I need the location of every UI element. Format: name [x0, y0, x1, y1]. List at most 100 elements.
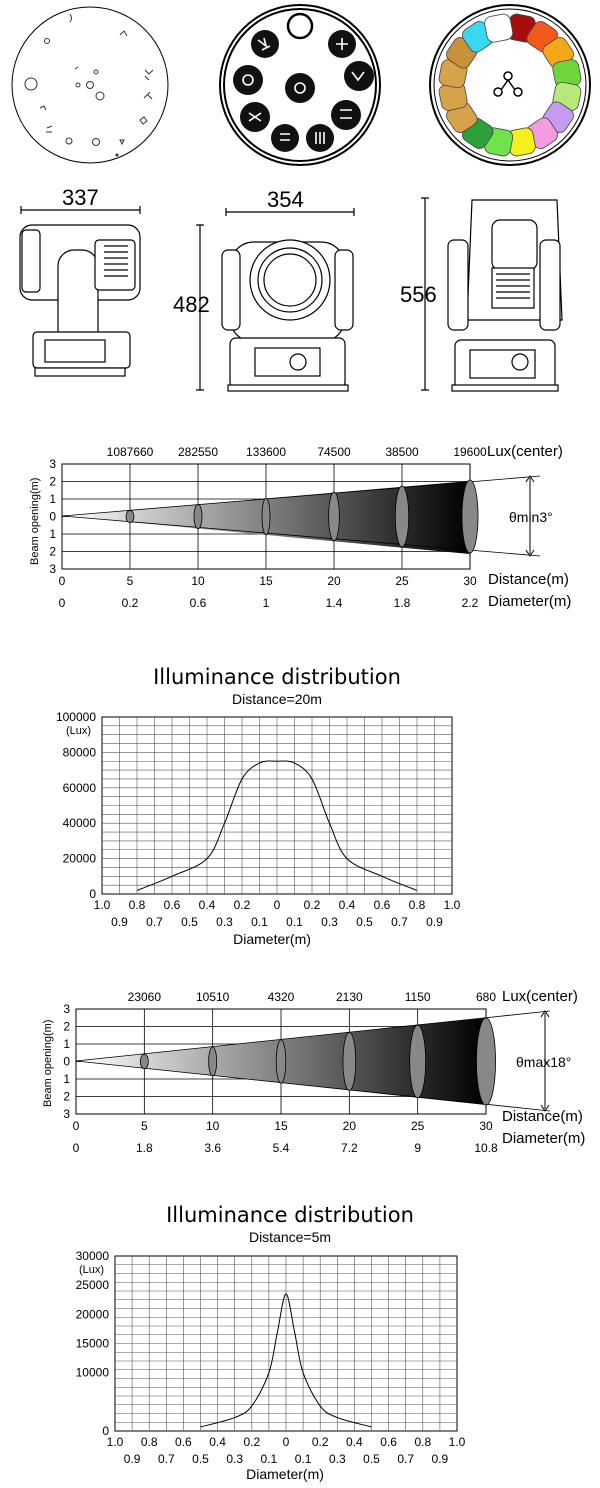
illuminance-curve — [136, 760, 418, 891]
xtick: 0.6 — [164, 898, 181, 912]
beam-ellipse — [394, 485, 410, 548]
diameter-tick: 1.4 — [326, 596, 343, 610]
distance-tick: 20 — [327, 574, 341, 588]
xtick: 0.1 — [286, 915, 303, 929]
xtick: 0.4 — [209, 1435, 226, 1449]
beam-ellipse — [139, 1053, 149, 1070]
illum-5-title: Illuminance distribution — [166, 1203, 414, 1227]
distance-tick: 30 — [463, 574, 477, 588]
xtick: 1.0 — [107, 1435, 124, 1449]
front-view — [196, 208, 355, 392]
xtick: 0.2 — [234, 898, 251, 912]
xtick: 0.5 — [181, 915, 198, 929]
lux-value: 133600 — [246, 445, 286, 459]
ytick: 1 — [49, 492, 56, 506]
distance-tick: 0 — [73, 1119, 80, 1133]
illuminance-20m-chart: Illuminance distribution Distance=20m 10… — [56, 665, 461, 947]
ytick: 0 — [89, 887, 96, 901]
xtick: 0.7 — [146, 915, 163, 929]
beam-min-diameter-label: Diameter(m) — [488, 593, 571, 610]
beam-min-lux-label: Lux(center) — [487, 443, 563, 460]
ytick: 0 — [102, 1424, 109, 1438]
xtick: 0.2 — [304, 898, 321, 912]
beam-ellipse — [342, 1032, 357, 1091]
beam-min-ylabel: Beam opening(m) — [29, 478, 41, 565]
xtick: 0.6 — [175, 1435, 192, 1449]
xtick: 0.8 — [414, 1435, 431, 1449]
beam-ellipse — [476, 1017, 496, 1106]
beam-max-lux-label: Lux(center) — [502, 988, 578, 1005]
color-wheel-slots — [438, 13, 582, 157]
diameter-tick: 9 — [414, 1141, 421, 1155]
diameter-tick: 0.2 — [122, 596, 139, 610]
illuminance-5m-chart: Illuminance distribution Distance=5m 300… — [76, 1203, 466, 1482]
lux-value: 10510 — [196, 990, 230, 1004]
gobo-wheel-1 — [11, 4, 591, 166]
xtick: 1.0 — [94, 898, 111, 912]
ytick: 1 — [49, 527, 56, 541]
xtick: 0.5 — [192, 1452, 209, 1466]
illum-5-yunit: (Lux) — [79, 1264, 104, 1276]
distance-tick: 15 — [274, 1119, 288, 1133]
diameter-tick: 1 — [263, 596, 270, 610]
xtick: 0.5 — [363, 1452, 380, 1466]
beam-min-diagram: 1087660 282550 133600 74500 38500 19600 Lux(c… — [29, 443, 571, 610]
xtick: 0 — [283, 1435, 290, 1449]
beam-max-angle: θmax18° — [516, 1054, 571, 1070]
ytick: 25000 — [76, 1278, 110, 1292]
ytick: 10000 — [76, 1366, 110, 1380]
lux-value: 74500 — [317, 445, 351, 459]
ytick: 2 — [49, 545, 56, 559]
back-height-label: 556 — [400, 282, 437, 307]
xtick: 0.4 — [339, 898, 356, 912]
xtick: 0.6 — [374, 898, 391, 912]
xtick: 0 — [274, 898, 281, 912]
beam-ellipse — [328, 491, 340, 542]
xtick: 0.9 — [111, 915, 128, 929]
lux-value: 2130 — [336, 990, 363, 1004]
diameter-tick: 0 — [59, 596, 66, 610]
lux-value: 38500 — [385, 445, 419, 459]
illuminance-curve — [200, 1293, 372, 1428]
ytick: 60000 — [63, 781, 97, 795]
ytick: 0 — [63, 1055, 70, 1069]
beam-ellipse — [409, 1024, 427, 1099]
ytick: 3 — [49, 457, 56, 471]
xtick: 0.4 — [199, 898, 216, 912]
illum-5-xlabel: Diameter(m) — [246, 1466, 324, 1482]
diameter-tick: 1.8 — [394, 596, 411, 610]
front-height-label: 482 — [173, 292, 210, 317]
illum-20-xlabel: Diameter(m) — [233, 931, 311, 947]
diameter-tick: 2.2 — [462, 596, 479, 610]
lux-value: 282550 — [178, 445, 218, 459]
fixture-drawings: 337 354 482 556 — [19, 185, 563, 392]
xtick: 0.1 — [251, 915, 268, 929]
ytick: 20000 — [76, 1307, 110, 1321]
beam-ellipse — [275, 1039, 287, 1084]
xtick: 0.2 — [243, 1435, 260, 1449]
ytick: 3 — [49, 562, 56, 576]
beam-max-diameter-label: Diameter(m) — [502, 1130, 585, 1147]
ytick: 2 — [63, 1020, 70, 1034]
distance-tick: 30 — [479, 1119, 493, 1133]
xtick: 0.3 — [329, 1452, 346, 1466]
xtick: 1.0 — [449, 1435, 466, 1449]
diameter-tick: 0.6 — [190, 596, 207, 610]
ytick: 3 — [63, 1107, 70, 1121]
lux-value: 4320 — [268, 990, 295, 1004]
lux-value: 1150 — [405, 990, 431, 1004]
distance-tick: 0 — [59, 574, 66, 588]
distance-tick: 25 — [395, 574, 409, 588]
back-view — [421, 197, 563, 392]
xtick: 1.0 — [444, 898, 461, 912]
beam-max-distance-label: Distance(m) — [502, 1108, 583, 1125]
diameter-tick: 3.6 — [204, 1141, 221, 1155]
lux-value: 1087660 — [107, 445, 154, 459]
color-slot — [484, 13, 514, 43]
beam-ellipse — [261, 497, 271, 536]
beam-max-diagram: 23060 10510 4320 2130 1150 680 Lux(center) θm… — [42, 988, 585, 1155]
lux-value: 23060 — [128, 990, 162, 1004]
ytick: 15000 — [76, 1337, 110, 1351]
xtick: 0.1 — [261, 1452, 278, 1466]
beam-min-distance-label: Distance(m) — [488, 571, 569, 588]
